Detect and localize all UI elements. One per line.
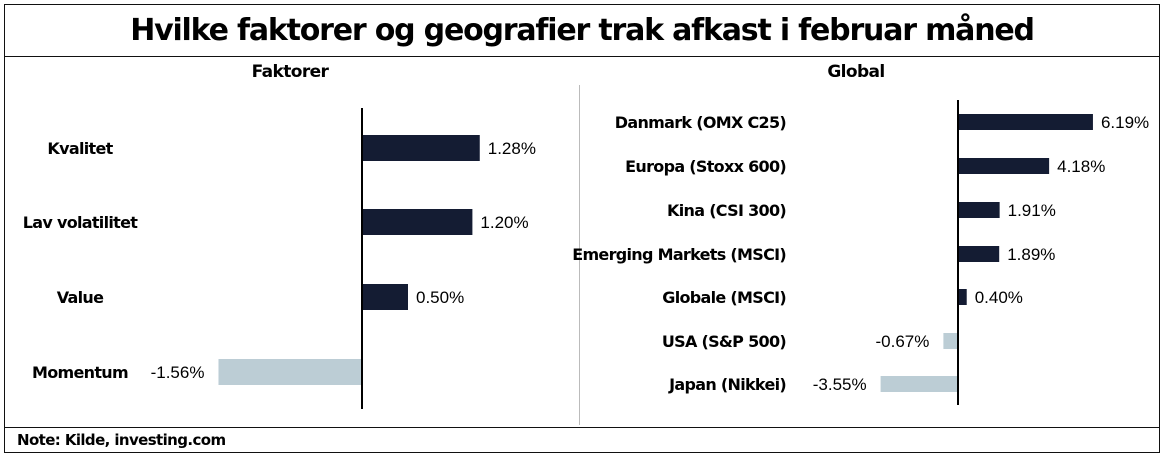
global-bar bbox=[958, 114, 1093, 130]
source-note: Note: Kilde, investing.com bbox=[17, 431, 226, 449]
global-category-label: Globale (MSCI) bbox=[662, 288, 786, 307]
factor-value-label: 1.28% bbox=[488, 139, 536, 158]
factor-bar bbox=[362, 209, 473, 235]
global-bar bbox=[958, 289, 967, 305]
factor-value-label: -1.56% bbox=[151, 363, 205, 382]
factor-value-label: 0.50% bbox=[416, 288, 464, 307]
factor-category-label: Value bbox=[57, 288, 104, 307]
global-value-label: 6.19% bbox=[1101, 113, 1149, 132]
global-category-label: Kina (CSI 300) bbox=[667, 201, 786, 220]
panel-divider bbox=[579, 85, 580, 425]
global-bar bbox=[943, 333, 958, 349]
global-category-label: Danmark (OMX C25) bbox=[615, 113, 786, 132]
global-panel-title: Global bbox=[827, 62, 884, 82]
factor-panel-title: Faktorer bbox=[252, 62, 330, 82]
factor-value-label: 1.20% bbox=[480, 213, 528, 232]
global-category-label: Japan (Nikkei) bbox=[668, 375, 786, 394]
global-bar bbox=[880, 376, 958, 392]
global-value-label: 0.40% bbox=[975, 288, 1023, 307]
global-bar bbox=[958, 202, 1000, 218]
global-value-label: -3.55% bbox=[813, 375, 867, 394]
chart-frame: Hvilke faktorer og geografier trak afkas… bbox=[4, 4, 1160, 453]
factor-bar bbox=[362, 135, 480, 161]
global-category-label: Europa (Stoxx 600) bbox=[625, 157, 786, 176]
global-value-label: 4.18% bbox=[1057, 157, 1105, 176]
chart-title: Hvilke faktorer og geografier trak afkas… bbox=[5, 5, 1159, 57]
global-category-label: USA (S&P 500) bbox=[662, 332, 786, 351]
global-value-label: 1.91% bbox=[1008, 201, 1056, 220]
factor-bar bbox=[362, 284, 408, 310]
factor-category-label: Lav volatilitet bbox=[23, 213, 138, 232]
global-bar bbox=[958, 246, 1000, 262]
global-category-label: Emerging Markets (MSCI) bbox=[572, 245, 786, 264]
footer-divider bbox=[5, 427, 1159, 428]
factor-category-label: Kvalitet bbox=[47, 139, 113, 158]
global-bar bbox=[958, 158, 1050, 174]
global-value-label: 1.89% bbox=[1007, 245, 1055, 264]
factor-bar bbox=[218, 359, 362, 385]
factor-category-label: Momentum bbox=[32, 363, 128, 382]
global-value-label: -0.67% bbox=[876, 332, 930, 351]
